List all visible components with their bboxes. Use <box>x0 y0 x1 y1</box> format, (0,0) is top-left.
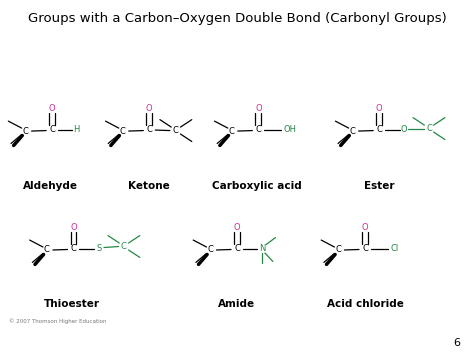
Text: S: S <box>96 244 101 253</box>
Text: 6: 6 <box>453 338 460 348</box>
Text: O: O <box>234 223 240 232</box>
Text: © 2007 Thomson Higher Education: © 2007 Thomson Higher Education <box>9 318 107 324</box>
Text: C: C <box>208 246 213 255</box>
Text: C: C <box>336 246 341 255</box>
Text: Thioester: Thioester <box>44 299 100 308</box>
Text: Amide: Amide <box>219 299 255 308</box>
Text: C: C <box>376 125 382 134</box>
Text: C: C <box>229 127 235 136</box>
Text: C: C <box>23 127 28 136</box>
Text: O: O <box>49 104 55 113</box>
Text: Acid chloride: Acid chloride <box>327 299 403 308</box>
Text: C: C <box>255 125 261 134</box>
Text: C: C <box>121 242 127 251</box>
Text: O: O <box>70 223 77 232</box>
Text: C: C <box>146 125 152 134</box>
Text: C: C <box>120 127 126 136</box>
Text: O: O <box>146 104 153 113</box>
Text: Ketone: Ketone <box>128 181 170 191</box>
Text: C: C <box>350 127 356 136</box>
Text: O: O <box>255 104 262 113</box>
Text: Ester: Ester <box>364 181 394 191</box>
Text: H: H <box>73 125 79 134</box>
Text: O: O <box>362 223 368 232</box>
Text: C: C <box>234 244 240 253</box>
Text: Cl: Cl <box>390 244 399 253</box>
Text: C: C <box>426 124 432 133</box>
Text: O: O <box>401 125 407 134</box>
Text: O: O <box>376 104 383 113</box>
Text: C: C <box>44 246 50 255</box>
Text: C: C <box>173 126 179 135</box>
Text: C: C <box>71 244 76 253</box>
Text: Groups with a Carbon–Oxygen Double Bond (Carbonyl Groups): Groups with a Carbon–Oxygen Double Bond … <box>27 12 447 26</box>
Text: Aldehyde: Aldehyde <box>23 181 78 191</box>
Text: C: C <box>362 244 368 253</box>
Text: C: C <box>49 125 55 134</box>
Text: Carboxylic acid: Carboxylic acid <box>212 181 302 191</box>
Text: OH: OH <box>283 125 297 134</box>
Text: N: N <box>259 244 265 253</box>
